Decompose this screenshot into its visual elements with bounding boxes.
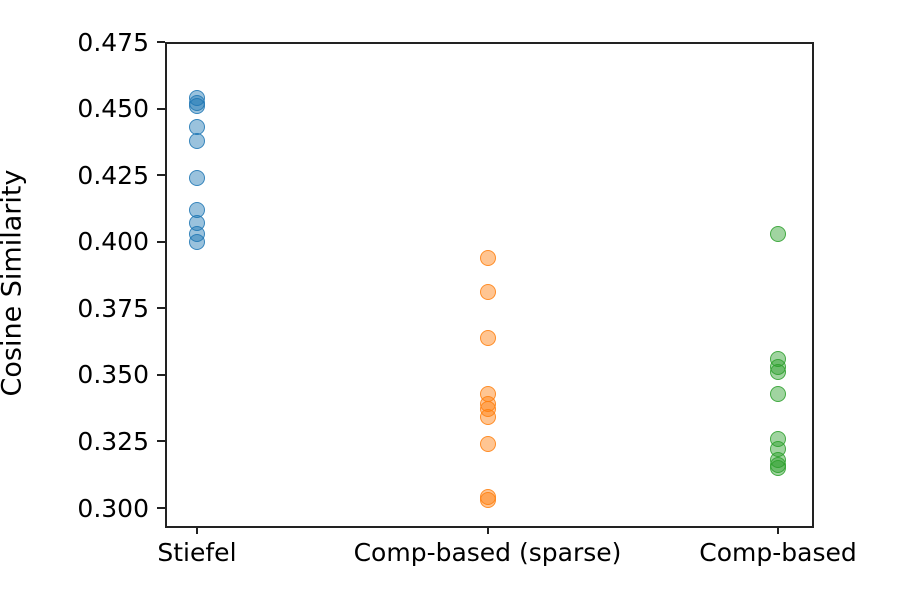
data-point xyxy=(188,132,205,149)
data-point xyxy=(188,233,205,250)
y-tick-label: 0.425 xyxy=(77,160,149,190)
data-point xyxy=(479,492,496,509)
y-axis-label: Cosine Similarity xyxy=(0,169,28,397)
y-tick-label: 0.375 xyxy=(77,293,149,323)
data-point xyxy=(770,385,787,402)
y-tick-mark xyxy=(157,240,165,243)
x-tick-label: Stiefel xyxy=(157,538,237,567)
data-point xyxy=(479,249,496,266)
data-point xyxy=(479,329,496,346)
x-tick-label: Comp-based xyxy=(699,538,857,567)
y-tick-label: 0.450 xyxy=(77,94,149,124)
y-tick-label: 0.400 xyxy=(77,227,149,257)
data-point xyxy=(188,169,205,186)
data-point xyxy=(188,97,205,114)
plot-area xyxy=(165,42,814,528)
data-point xyxy=(479,409,496,426)
y-tick-mark xyxy=(157,174,165,177)
data-point xyxy=(770,364,787,381)
y-tick-mark xyxy=(157,307,165,310)
x-tick-mark xyxy=(777,526,780,534)
y-tick-label: 0.475 xyxy=(77,27,149,57)
data-point xyxy=(479,436,496,453)
data-point xyxy=(770,460,787,477)
y-tick-mark xyxy=(157,507,165,510)
y-tick-label: 0.325 xyxy=(77,426,149,456)
y-tick-mark xyxy=(157,373,165,376)
x-tick-label: Comp-based (sparse) xyxy=(353,538,622,567)
data-point xyxy=(770,225,787,242)
x-tick-mark xyxy=(195,526,198,534)
y-tick-mark xyxy=(157,440,165,443)
y-tick-label: 0.350 xyxy=(77,360,149,390)
x-tick-mark xyxy=(486,526,489,534)
y-tick-mark xyxy=(157,107,165,110)
data-point xyxy=(479,284,496,301)
y-tick-label: 0.300 xyxy=(77,493,149,523)
y-tick-mark xyxy=(157,41,165,43)
